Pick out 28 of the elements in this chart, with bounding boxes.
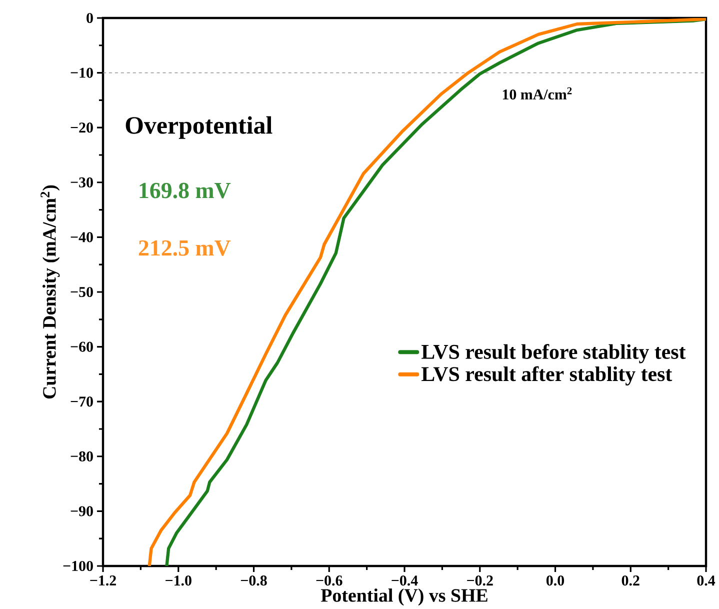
- y-tick-label: −60: [70, 342, 93, 352]
- x-tick-label: −0.4: [392, 576, 418, 586]
- annotation: 212.5 mV: [138, 240, 231, 256]
- x-tick-label: −0.2: [467, 576, 493, 586]
- y-tick-label: −30: [70, 177, 93, 188]
- x-tick-label: −0.8: [240, 576, 267, 586]
- legend-label: LVS result after stablity test: [422, 366, 672, 386]
- x-tick-label: 0.2: [622, 576, 640, 586]
- x-tick-label: −0.6: [316, 576, 342, 586]
- y-tick-label: 0: [86, 12, 93, 24]
- y-tick-label: −10: [70, 68, 93, 78]
- x-tick-label: 0.4: [697, 576, 716, 586]
- annotation: 169.8 mV: [140, 182, 231, 198]
- y-tick-label: −20: [70, 122, 93, 133]
- y-axis-title: Current Density (mA/cm$^{2}$): [40, 185, 60, 399]
- y-tick-label: −100: [63, 560, 93, 572]
- x-tick-label: −1.0: [166, 576, 192, 586]
- x-axis-title: Potential (V) vs SHE: [320, 588, 488, 606]
- x-tick-label: 0.0: [546, 576, 564, 586]
- annotation: Overpotential: [126, 116, 272, 139]
- y-tick-label: −90: [70, 506, 93, 516]
- y-tick-label: −80: [70, 451, 93, 462]
- y-tick-label: −40: [70, 232, 93, 242]
- y-tick-label: −70: [70, 396, 93, 407]
- y-tick-label: −50: [70, 286, 93, 298]
- x-tick-label: −1.2: [90, 576, 116, 586]
- ref-line-label: 10 mA/cm$^{2}$: [502, 87, 572, 100]
- legend-label: LVS result before stablity test: [422, 344, 686, 364]
